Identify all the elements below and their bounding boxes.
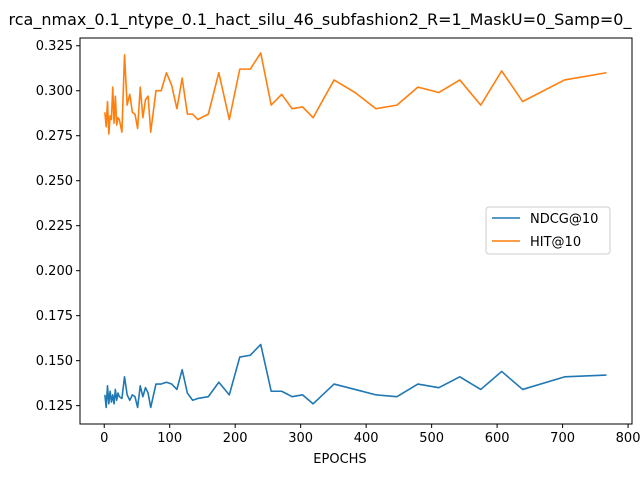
legend-label: HIT@10 xyxy=(530,235,581,250)
x-tick-label: 800 xyxy=(616,431,640,446)
series-line-hit xyxy=(104,52,607,135)
x-tick-label: 300 xyxy=(288,431,313,446)
x-axis-title: EPOCHS xyxy=(313,452,366,467)
y-tick-label: 0.175 xyxy=(36,309,73,324)
legend-label: NDCG@10 xyxy=(530,212,598,227)
x-tick-label: 600 xyxy=(485,431,510,446)
x-tick-label: 500 xyxy=(419,431,444,446)
plot-area-frame xyxy=(79,37,633,425)
x-tick-label: 400 xyxy=(354,431,379,446)
y-tick-label: 0.225 xyxy=(36,219,73,234)
x-tick-label: 200 xyxy=(223,431,248,446)
x-tick-label: 700 xyxy=(550,431,575,446)
y-tick-label: 0.200 xyxy=(36,264,73,279)
y-tick-label: 0.275 xyxy=(36,129,73,144)
x-tick-label: 100 xyxy=(157,431,182,446)
x-tick-label: 0 xyxy=(100,431,108,446)
x-axis: 0 100 200 300 400 500 600 700 800 xyxy=(100,424,640,446)
chart-title: rca_nmax_0.1_ntype_0.1_hact_silu_46_subf… xyxy=(9,10,633,30)
y-tick-label: 0.250 xyxy=(36,174,73,189)
y-tick-label: 0.125 xyxy=(36,399,73,414)
series-line-ndcg xyxy=(104,343,607,409)
series-layer xyxy=(104,52,607,409)
y-tick-label: 0.150 xyxy=(36,354,73,369)
legend: NDCG@10 HIT@10 xyxy=(485,206,611,255)
y-axis: 0.125 0.150 0.175 0.200 0.225 0.250 0.275 0.300… xyxy=(36,39,80,414)
y-tick-label: 0.325 xyxy=(36,39,73,54)
y-tick-label: 0.300 xyxy=(36,84,73,99)
